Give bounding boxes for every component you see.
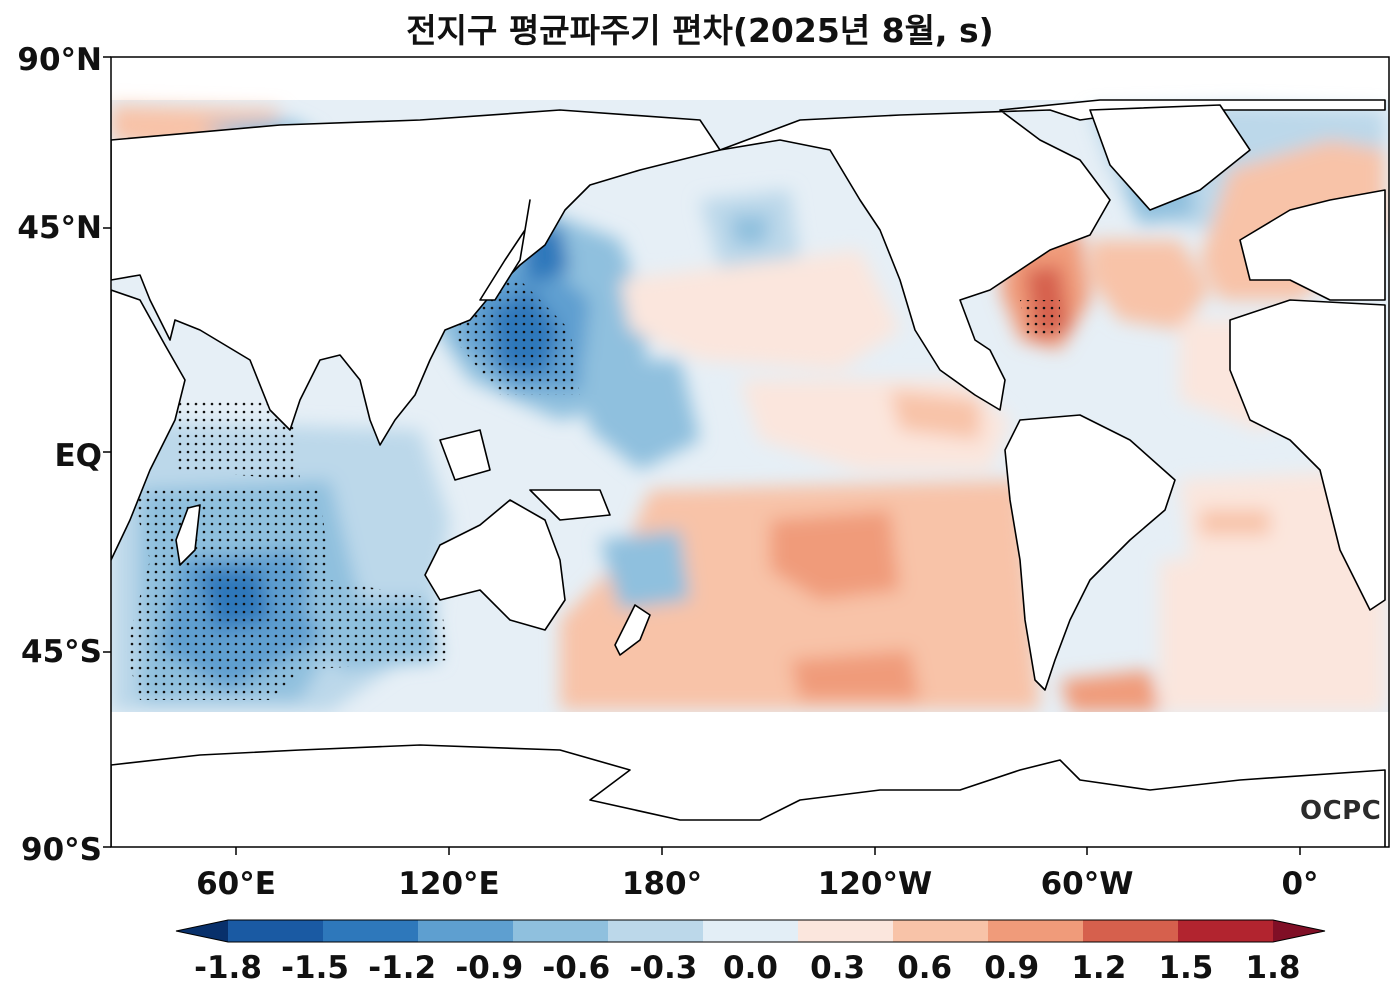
colorbar-extend-min <box>176 920 228 942</box>
colorbar-segment <box>798 920 894 942</box>
australia-landmass <box>424 499 566 631</box>
borneo <box>439 429 491 481</box>
lat-ticks <box>103 56 111 848</box>
colorbar-tick-label: -1.8 <box>194 950 262 986</box>
colorbar-segment <box>323 920 419 942</box>
colorbar-tick-label: 1.5 <box>1158 950 1214 986</box>
lat-label-eq: EQ <box>54 438 102 474</box>
colorbar-tick-label: 1.2 <box>1071 950 1127 986</box>
lon-label-0: 0° <box>1281 866 1319 902</box>
new-guinea <box>529 489 611 521</box>
greenland <box>1089 104 1251 211</box>
colorbar-segment <box>418 920 514 942</box>
lat-label-90s: 90°S <box>21 832 102 868</box>
colorbar-tick-label: -0.3 <box>629 950 698 986</box>
lon-label-60w: 60°W <box>1040 866 1134 902</box>
colorbar-tick-label: -1.5 <box>281 950 349 986</box>
colorbar-segment <box>228 920 324 942</box>
map-title: 전지구 평균파주기 편차(2025년 8월, s) <box>406 11 994 50</box>
africa-landmass <box>111 289 186 561</box>
colorbar-segment <box>988 920 1084 942</box>
colorbar-outline <box>175 919 1326 943</box>
ocpc-logo: OCPC <box>1300 796 1382 826</box>
lon-ticks <box>235 847 1301 855</box>
japan <box>479 199 531 301</box>
colorbar-segment <box>608 920 704 942</box>
lon-label-60e: 60°E <box>196 866 276 902</box>
lon-label-120e: 120°E <box>398 866 500 902</box>
colorbar-tick-label: 0.6 <box>897 950 953 986</box>
colorbar-tick-label: 1.8 <box>1245 950 1301 986</box>
colorbar-tick-label: -0.6 <box>542 950 611 986</box>
europe-landmass <box>1239 189 1386 301</box>
madagascar <box>175 504 201 566</box>
antarctica <box>111 744 1386 847</box>
new-zealand <box>614 604 651 656</box>
land <box>111 99 1386 847</box>
africa-west <box>1229 299 1386 611</box>
colorbar-tick-label: 0.3 <box>810 950 866 986</box>
colorbar-tick-label: 0.0 <box>723 950 778 986</box>
eurasia-landmass <box>111 109 721 446</box>
lat-label-45n: 45°N <box>17 210 102 246</box>
lon-label-120w: 120°W <box>817 866 933 902</box>
lat-label-45s: 45°S <box>21 634 102 670</box>
lat-label-90n: 90°N <box>17 42 102 78</box>
lon-label-180: 180° <box>621 866 703 902</box>
colorbar-segment <box>513 920 609 942</box>
colorbar <box>175 919 1326 943</box>
colorbar-segment <box>703 920 799 942</box>
colorbar-segment <box>1083 920 1179 942</box>
colorbar-tick-label: -1.2 <box>368 950 437 986</box>
south-america-landmass <box>1004 414 1176 691</box>
colorbar-extend-max <box>1273 920 1325 942</box>
colorbar-tick-label: -0.9 <box>455 950 524 986</box>
colorbar-segment <box>893 920 989 942</box>
significance-stipple <box>125 280 1060 700</box>
colorbar-segment <box>1178 920 1274 942</box>
colorbar-tick-label: 0.9 <box>984 950 1040 986</box>
